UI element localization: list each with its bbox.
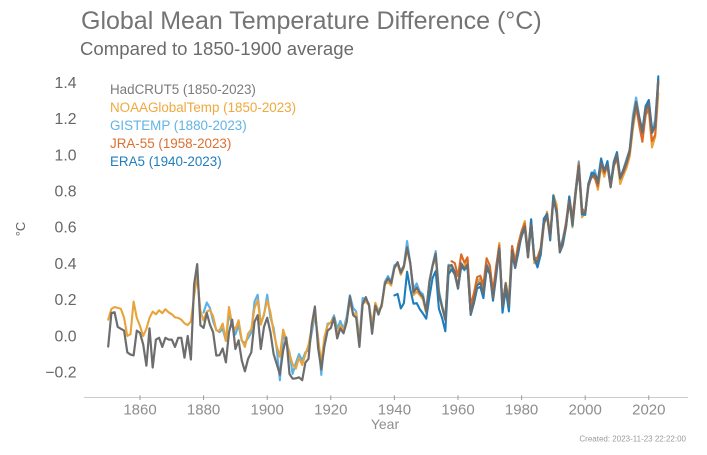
svg-text:1.0: 1.0 — [55, 147, 77, 164]
svg-text:1880: 1880 — [187, 402, 220, 419]
svg-text:°C: °C — [13, 222, 28, 237]
svg-text:2000: 2000 — [569, 402, 602, 419]
svg-text:1.4: 1.4 — [55, 75, 77, 92]
svg-text:2020: 2020 — [632, 402, 665, 419]
svg-text:0.6: 0.6 — [55, 220, 77, 237]
svg-text:−0.2: −0.2 — [45, 365, 76, 382]
svg-text:1960: 1960 — [441, 402, 474, 419]
svg-text:0.8: 0.8 — [55, 184, 77, 201]
svg-text:0.4: 0.4 — [55, 256, 77, 273]
svg-text:1900: 1900 — [251, 402, 284, 419]
svg-text:Year: Year — [371, 416, 400, 432]
svg-text:1860: 1860 — [123, 402, 156, 419]
svg-text:1920: 1920 — [314, 402, 347, 419]
svg-text:0.2: 0.2 — [55, 292, 77, 309]
svg-text:0.0: 0.0 — [55, 328, 77, 345]
svg-text:1.2: 1.2 — [55, 111, 77, 128]
svg-text:1940: 1940 — [378, 402, 411, 419]
svg-text:1980: 1980 — [505, 402, 538, 419]
svg-text:Created: 2023-11-23 22:22:00: Created: 2023-11-23 22:22:00 — [579, 435, 686, 444]
